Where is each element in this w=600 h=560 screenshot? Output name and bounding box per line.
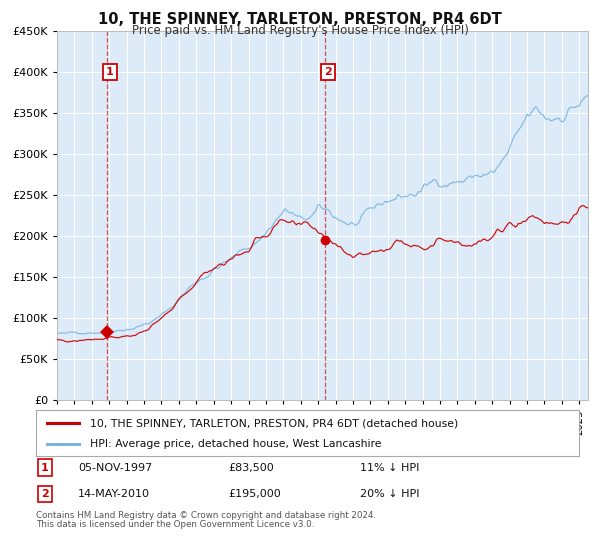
Text: 1: 1 [41, 463, 49, 473]
Text: £195,000: £195,000 [228, 489, 281, 499]
Text: 14-MAY-2010: 14-MAY-2010 [78, 489, 150, 499]
Text: HPI: Average price, detached house, West Lancashire: HPI: Average price, detached house, West… [91, 438, 382, 449]
Text: 05-NOV-1997: 05-NOV-1997 [78, 463, 152, 473]
Text: 20% ↓ HPI: 20% ↓ HPI [360, 489, 419, 499]
Text: 2: 2 [324, 67, 332, 77]
Text: Price paid vs. HM Land Registry's House Price Index (HPI): Price paid vs. HM Land Registry's House … [131, 24, 469, 37]
Text: 10, THE SPINNEY, TARLETON, PRESTON, PR4 6DT (detached house): 10, THE SPINNEY, TARLETON, PRESTON, PR4 … [91, 418, 458, 428]
Text: 2: 2 [41, 489, 49, 499]
Text: 10, THE SPINNEY, TARLETON, PRESTON, PR4 6DT: 10, THE SPINNEY, TARLETON, PRESTON, PR4 … [98, 12, 502, 27]
Text: This data is licensed under the Open Government Licence v3.0.: This data is licensed under the Open Gov… [36, 520, 314, 529]
Text: Contains HM Land Registry data © Crown copyright and database right 2024.: Contains HM Land Registry data © Crown c… [36, 511, 376, 520]
Text: 11% ↓ HPI: 11% ↓ HPI [360, 463, 419, 473]
Text: 1: 1 [106, 67, 113, 77]
Text: £83,500: £83,500 [228, 463, 274, 473]
